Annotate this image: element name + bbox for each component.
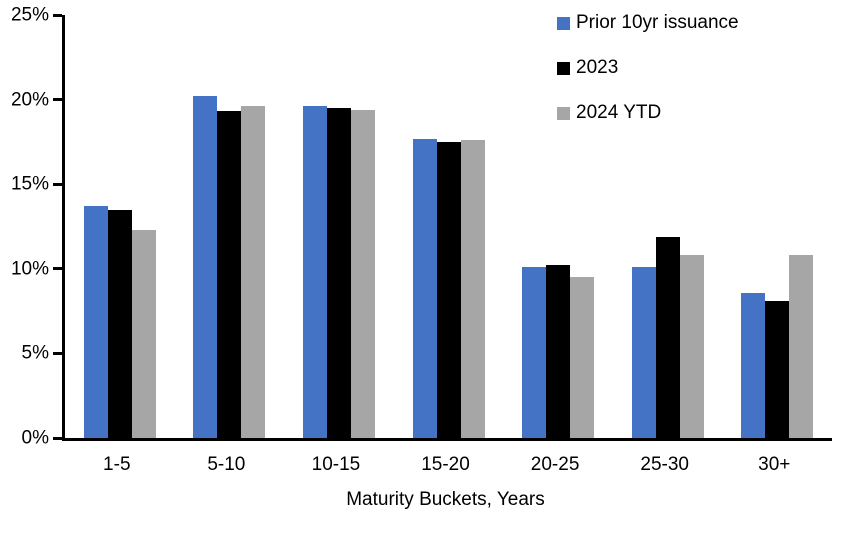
y-axis-tick: [53, 351, 62, 355]
x-axis-title: Maturity Buckets, Years: [346, 489, 545, 510]
y-axis-tick: [53, 182, 62, 186]
bar-2024-ytd-20-25: [570, 277, 595, 438]
bar-group-30+: [722, 15, 832, 438]
legend-label: 2023: [576, 57, 619, 78]
x-axis-label-15-20: 15-20: [421, 454, 470, 475]
legend-swatch-icon: [557, 106, 570, 120]
plot-area: 0% 5% 10% 15% 20% 25% Prior 10yr issuance 2023…: [11, 6, 832, 448]
x-axis-label-1-5: 1-5: [103, 454, 131, 475]
y-axis-tick: [53, 267, 62, 271]
legend-label: 2024 YTD: [576, 102, 662, 123]
y-axis-tick: [53, 98, 62, 102]
bar-2024-ytd-5-10: [241, 106, 266, 438]
bar-2023-10-15: [326, 108, 351, 438]
y-axis-tick-label: 10%: [10, 258, 49, 280]
bar-2024-ytd-1-5: [131, 229, 156, 438]
legend-item: Prior 10yr issuance: [557, 12, 739, 34]
bar-2023-20-25: [546, 265, 571, 438]
bar-group-20-25: [503, 15, 613, 438]
bar-group-25-30: [613, 15, 723, 438]
bar-prior-10yr-issuance-5-10: [193, 96, 218, 438]
bar-2024-ytd-10-15: [350, 109, 375, 438]
x-axis-label-10-15: 10-15: [311, 454, 361, 475]
bar-2024-ytd-15-20: [460, 140, 485, 438]
bar-prior-10yr-issuance-15-20: [412, 138, 437, 438]
bar-prior-10yr-issuance-20-25: [522, 267, 547, 438]
bar-2023-5-10: [217, 111, 242, 438]
y-axis-tick-label: 25%: [10, 4, 49, 26]
bar-2023-30+: [765, 300, 790, 438]
legend-label: Prior 10yr issuance: [576, 12, 739, 33]
x-axis-label-30+: 30+: [758, 454, 791, 475]
y-axis-tick-label: 15%: [10, 173, 49, 195]
y-axis-tick-label: 5%: [21, 342, 49, 364]
bar-group-15-20: [394, 15, 504, 438]
legend-swatch-icon: [557, 16, 570, 30]
legend: Prior 10yr issuance 2023 2024 YTD: [557, 12, 739, 147]
legend-item: 2024 YTD: [557, 102, 739, 124]
bar-prior-10yr-issuance-30+: [741, 292, 766, 438]
bar-2024-ytd-25-30: [679, 255, 704, 438]
bar-2024-ytd-30+: [789, 255, 814, 438]
bar-group-5-10: [175, 15, 285, 438]
y-axis-tick: [53, 13, 62, 17]
y-axis-tick: [53, 436, 62, 440]
x-axis-label-25-30: 25-30: [640, 454, 689, 475]
legend-swatch-icon: [557, 61, 570, 75]
legend-item: 2023: [557, 57, 739, 79]
bar-prior-10yr-issuance-25-30: [631, 267, 656, 438]
bar-groups: [65, 15, 832, 438]
bar-2023-1-5: [107, 209, 132, 438]
bar-2023-15-20: [436, 141, 461, 438]
bar-group-10-15: [284, 15, 394, 438]
x-axis-label-5-10: 5-10: [207, 454, 246, 475]
y-axis-tick-label: 20%: [10, 89, 49, 111]
bar-2023-25-30: [655, 236, 680, 438]
bar-group-1-5: [65, 15, 175, 438]
bar-prior-10yr-issuance-1-5: [83, 206, 108, 438]
bar-prior-10yr-issuance-10-15: [302, 106, 327, 438]
x-axis-labels: 1-5 5-10 10-15 15-20 20-25 25-30 30+: [62, 454, 829, 476]
x-axis-label-20-25: 20-25: [530, 454, 580, 475]
y-axis-tick-label: 0%: [21, 427, 49, 449]
